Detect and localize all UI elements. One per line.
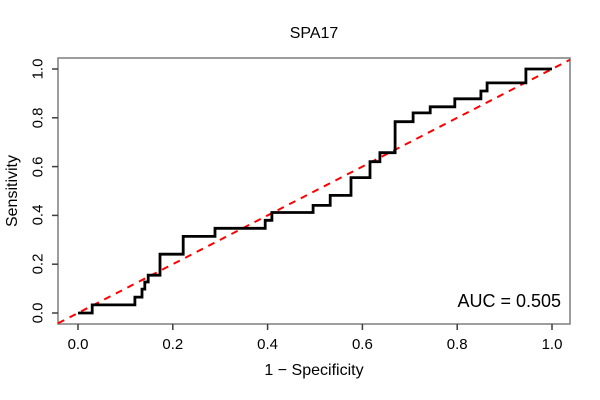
roc-curve-line	[78, 67, 552, 315]
y-tick-label: 0.0	[29, 302, 47, 324]
chance-diagonal-line	[57, 58, 571, 325]
y-tick-label: 1.0	[29, 58, 47, 80]
y-axis-label: Sensitivity	[4, 154, 21, 228]
x-tick-label: 0.8	[446, 336, 468, 353]
x-tick-label: 0.0	[67, 336, 89, 353]
plot-box	[57, 57, 571, 325]
y-tick-label: 0.4	[29, 204, 47, 226]
y-tick-label: 0.6	[29, 156, 47, 178]
x-tick-label: 0.4	[257, 336, 279, 353]
plot-title: SPA17	[289, 25, 339, 42]
x-tick-label: 1.0	[541, 336, 563, 353]
auc-annotation: AUC = 0.505	[457, 291, 561, 311]
x-tick-label: 0.6	[351, 336, 373, 353]
x-tick-label: 0.2	[162, 336, 184, 353]
y-tick-label: 0.2	[29, 253, 47, 275]
x-axis-label: 1 − Specificity	[264, 362, 364, 379]
y-tick-label: 0.8	[29, 107, 47, 129]
